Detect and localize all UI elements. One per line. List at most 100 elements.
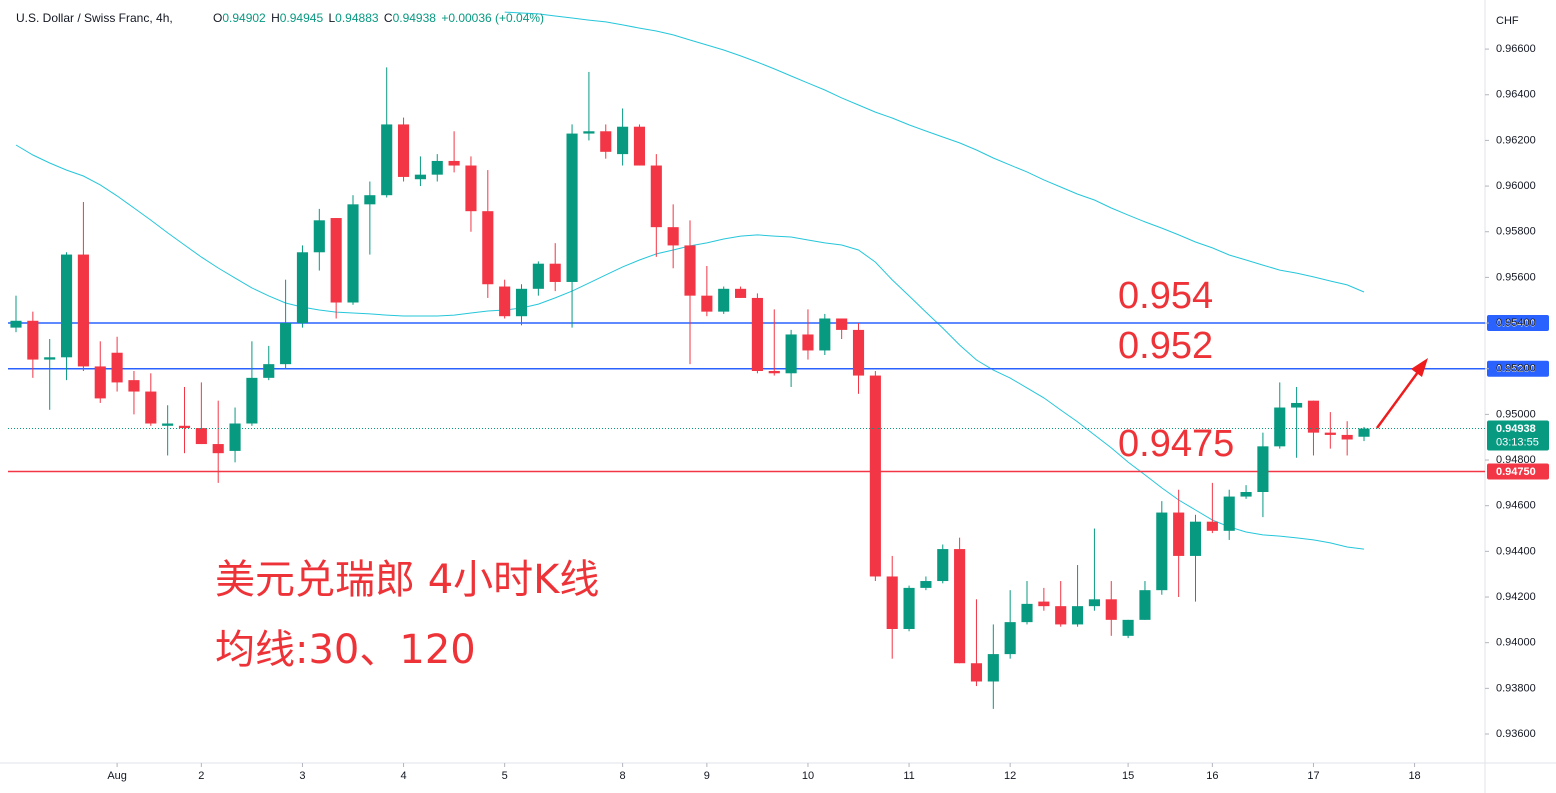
candle-body: [583, 131, 595, 134]
last-price-tag: [1487, 420, 1549, 451]
y-tick-label: 0.95200: [1496, 363, 1536, 375]
candle-body: [600, 131, 612, 152]
candle-body: [414, 174, 426, 180]
candle-body: [212, 444, 224, 454]
candle-body: [128, 380, 140, 392]
candle-body: [633, 126, 646, 166]
y-tick-label: 0.95600: [1496, 271, 1536, 283]
ohlc-value: 0.94945: [280, 11, 324, 25]
annotation: 0.952: [1118, 325, 1213, 367]
candle-body: [650, 165, 662, 228]
candle-body: [768, 370, 780, 374]
candle-body: [60, 254, 73, 358]
candle-body: [987, 654, 999, 682]
level-tag-label: 0.95200: [1496, 363, 1536, 375]
candle-body: [532, 263, 544, 289]
candle-body: [566, 133, 578, 282]
candle-body: [903, 587, 915, 629]
candle-body: [819, 318, 831, 351]
candle-body: [1038, 601, 1050, 607]
candle-body: [1240, 492, 1252, 497]
candle-body: [1055, 606, 1067, 625]
candle-body: [1156, 512, 1168, 591]
x-tick-label: 3: [299, 770, 305, 782]
x-tick-label: 12: [1004, 770, 1016, 782]
x-tick-label: Aug: [107, 770, 127, 782]
level-tag: [1487, 315, 1549, 332]
candle-body: [751, 297, 763, 371]
annotation: 0.9475: [1118, 423, 1234, 465]
y-tick-label: 0.96400: [1496, 89, 1536, 101]
annotation: 0.954: [1118, 275, 1213, 317]
candle-body: [1324, 432, 1336, 435]
arrow-shaft: [1375, 371, 1420, 429]
overlay: U.S. Dollar / Swiss Franc, 4h, O0.94902 …: [16, 11, 1549, 673]
candle-body: [1257, 446, 1269, 493]
y-tick-label: 0.93600: [1496, 728, 1536, 740]
ohlc-label: L: [328, 11, 335, 25]
y-tick-label: 0.94000: [1496, 637, 1536, 649]
ohlc-label: O: [213, 11, 222, 25]
candle-body: [195, 428, 207, 445]
candle-body: [313, 220, 325, 253]
annotation: 美元兑瑞郎 4小时K线: [215, 557, 599, 603]
candle-body: [465, 165, 477, 212]
candle-body: [229, 423, 241, 451]
y-tick-label: 0.95400: [1496, 317, 1536, 329]
candle-body: [1173, 512, 1185, 556]
change: +0.00036 (+0.04%): [441, 11, 544, 25]
candle-body: [1139, 590, 1151, 620]
arrow: [1375, 358, 1428, 429]
candle-body: [397, 124, 410, 177]
y-tick-label: 0.93800: [1496, 682, 1536, 694]
arrow-head: [1411, 358, 1428, 377]
x-tick-label: 9: [704, 770, 710, 782]
candle-body: [44, 357, 56, 360]
x-tick-label: 8: [620, 770, 626, 782]
ohlc-value: 0.94938: [393, 11, 437, 25]
y-tick-label: 0.94800: [1496, 454, 1536, 466]
candle-body: [162, 423, 174, 426]
candle-body: [617, 126, 629, 155]
y-tick-label: 0.95800: [1496, 226, 1536, 238]
candle-body: [246, 377, 258, 424]
level-tag: [1487, 360, 1549, 377]
x-tick-label: 11: [903, 770, 914, 782]
x-tick-label: 4: [400, 770, 406, 782]
candle-body: [1105, 599, 1117, 620]
candle-body: [145, 391, 157, 424]
level-tag-label: 0.94750: [1496, 466, 1536, 478]
ohlc-value: 0.94902: [222, 11, 266, 25]
y-tick-label: 0.96200: [1496, 134, 1536, 146]
candle-body: [1004, 622, 1016, 655]
x-tick-label: 5: [502, 770, 508, 782]
candle-body: [886, 576, 898, 629]
y-tick-label: 0.94600: [1496, 500, 1536, 512]
y-tick-label: 0.95000: [1496, 408, 1536, 420]
candle-body: [431, 160, 443, 175]
ohlc-readout: O0.94902 H0.94945 L0.94883 C0.94938 +0.0…: [213, 11, 544, 25]
candle-body: [10, 320, 22, 328]
moving-average: [504, 11, 1365, 293]
candle-body: [937, 549, 949, 582]
countdown: 03:13:55: [1496, 436, 1539, 448]
ohlc-label: C: [384, 11, 393, 25]
candle-body: [1021, 603, 1033, 623]
candle-body: [296, 252, 309, 324]
candle-body: [869, 375, 881, 577]
candle-body: [802, 334, 814, 351]
candle-body: [280, 323, 292, 365]
candle-body: [684, 245, 696, 296]
candle-body: [954, 549, 966, 664]
y-tick-label: 0.96000: [1496, 180, 1536, 192]
x-tick-label: 15: [1122, 770, 1134, 782]
last-price-label: 0.94938: [1496, 423, 1536, 435]
x-tick-label: 10: [802, 770, 814, 782]
candle-body: [381, 124, 393, 196]
candle-body: [94, 366, 106, 399]
candle-body: [1223, 496, 1235, 531]
candle-body: [77, 254, 89, 367]
candle-body: [111, 352, 123, 383]
candle-body: [970, 663, 983, 682]
